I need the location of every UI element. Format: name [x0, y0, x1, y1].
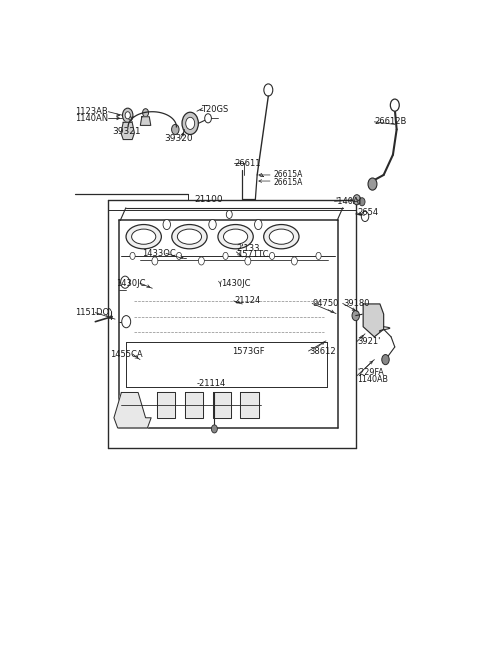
Text: 26615A: 26615A [274, 170, 303, 179]
Circle shape [152, 257, 158, 265]
Circle shape [198, 257, 204, 265]
Text: -21114: -21114 [196, 379, 226, 388]
Circle shape [361, 212, 369, 221]
Circle shape [359, 198, 365, 206]
Circle shape [264, 84, 273, 96]
Text: 39320: 39320 [164, 134, 193, 143]
Circle shape [122, 315, 131, 328]
Circle shape [254, 219, 262, 229]
Polygon shape [114, 392, 151, 428]
Text: 39321: 39321 [112, 127, 141, 137]
Text: 21100: 21100 [194, 194, 223, 204]
Circle shape [209, 219, 216, 229]
Text: 1140AB: 1140AB [358, 375, 389, 384]
Ellipse shape [264, 225, 299, 249]
Text: 2654: 2654 [358, 208, 379, 217]
Text: 39180: 39180 [344, 299, 370, 308]
Text: 38612: 38612 [309, 346, 336, 355]
Polygon shape [140, 117, 151, 125]
Circle shape [245, 257, 251, 265]
Polygon shape [156, 392, 175, 418]
Ellipse shape [172, 225, 207, 249]
Circle shape [120, 276, 130, 288]
Circle shape [352, 311, 360, 321]
Circle shape [143, 108, 148, 117]
Circle shape [353, 194, 360, 205]
Circle shape [122, 108, 133, 122]
Polygon shape [121, 122, 134, 139]
Circle shape [125, 112, 130, 119]
Text: 1123AB: 1123AB [75, 107, 108, 116]
Text: 1430JC: 1430JC [117, 279, 146, 288]
Text: 1140AN: 1140AN [75, 114, 108, 123]
Text: 1455CA: 1455CA [110, 350, 143, 359]
Text: 2'133: 2'133 [237, 244, 260, 253]
Text: 26611: 26611 [234, 159, 261, 168]
Ellipse shape [132, 229, 156, 244]
Circle shape [226, 210, 232, 219]
Circle shape [382, 355, 389, 365]
Circle shape [204, 114, 211, 123]
Text: 26612B: 26612B [374, 118, 407, 126]
Circle shape [177, 252, 181, 260]
Circle shape [172, 124, 179, 135]
Text: 1573GF: 1573GF [232, 346, 264, 355]
Text: 26615A: 26615A [274, 177, 303, 187]
Polygon shape [363, 304, 384, 337]
Circle shape [186, 118, 195, 129]
Text: '140AI: '140AI [335, 196, 361, 206]
Polygon shape [185, 392, 203, 418]
Polygon shape [240, 392, 259, 418]
Ellipse shape [218, 225, 253, 249]
Circle shape [211, 425, 217, 433]
Ellipse shape [178, 229, 202, 244]
Text: 21124: 21124 [234, 296, 260, 306]
Text: 3921': 3921' [357, 338, 380, 346]
Text: 1430JC: 1430JC [221, 279, 250, 288]
Circle shape [269, 252, 275, 260]
Text: 1151DO: 1151DO [75, 308, 109, 317]
Circle shape [182, 112, 198, 135]
Circle shape [291, 257, 297, 265]
Circle shape [368, 178, 377, 190]
Circle shape [130, 252, 135, 260]
Ellipse shape [269, 229, 293, 244]
Circle shape [316, 252, 321, 260]
Text: 1433OC: 1433OC [142, 249, 176, 258]
Polygon shape [213, 392, 231, 418]
Circle shape [390, 99, 399, 111]
Ellipse shape [126, 225, 161, 249]
Text: 94750: 94750 [313, 299, 339, 308]
Circle shape [163, 219, 170, 229]
Ellipse shape [224, 229, 248, 244]
Text: '229FA: '229FA [358, 368, 384, 376]
Text: 1571TC: 1571TC [237, 250, 268, 260]
Text: T20GS: T20GS [202, 104, 228, 114]
Circle shape [223, 252, 228, 260]
